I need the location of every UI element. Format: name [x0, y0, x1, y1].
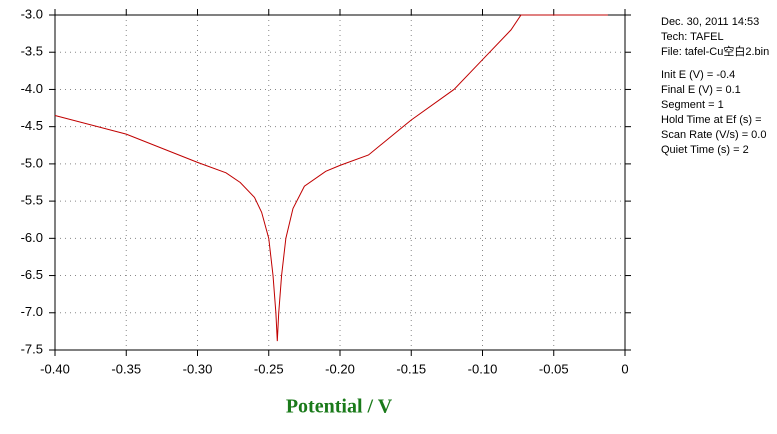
y-tick-label: -6.5	[21, 267, 43, 282]
y-tick-label: -6.0	[21, 230, 43, 245]
y-tick-label: -4.5	[21, 118, 43, 133]
x-tick-label: -0.20	[325, 361, 355, 376]
x-axis-label: Potential / V	[286, 396, 393, 418]
annotation: Scan Rate (V/s) = 0.0	[661, 129, 766, 141]
x-tick-label: -0.35	[111, 361, 141, 376]
x-tick-label: -0.05	[539, 361, 569, 376]
x-tick-label: -0.10	[468, 361, 498, 376]
annotation: Tech: TAFEL	[661, 31, 724, 43]
annotation: Hold Time at Ef (s) =	[661, 114, 762, 126]
x-tick-label: -0.30	[183, 361, 213, 376]
y-tick-label: -5.5	[21, 193, 43, 208]
annotation: Final E (V) = 0.1	[661, 84, 741, 96]
annotation: File: tafel-Cu空白2.bin	[661, 44, 769, 58]
annotation: Dec. 30, 2011 14:53	[661, 16, 759, 28]
y-tick-label: -7.0	[21, 304, 43, 319]
y-tick-label: -3.5	[21, 44, 43, 59]
annotation: Segment = 1	[661, 99, 724, 111]
y-tick-label: -7.5	[21, 341, 43, 356]
y-tick-label: -4.0	[21, 81, 43, 96]
annotation: Init E (V) = -0.4	[661, 69, 735, 81]
x-tick-label: -0.15	[396, 361, 426, 376]
y-tick-label: -3.0	[21, 6, 43, 21]
data-line	[54, 14, 608, 342]
plot-frame	[54, 14, 626, 351]
x-tick-label: -0.25	[254, 361, 284, 376]
x-tick-label: -0.40	[40, 361, 70, 376]
annotation: Quiet Time (s) = 2	[661, 144, 749, 156]
y-tick-label: -5.0	[21, 155, 43, 170]
x-tick-label: 0	[621, 361, 628, 376]
